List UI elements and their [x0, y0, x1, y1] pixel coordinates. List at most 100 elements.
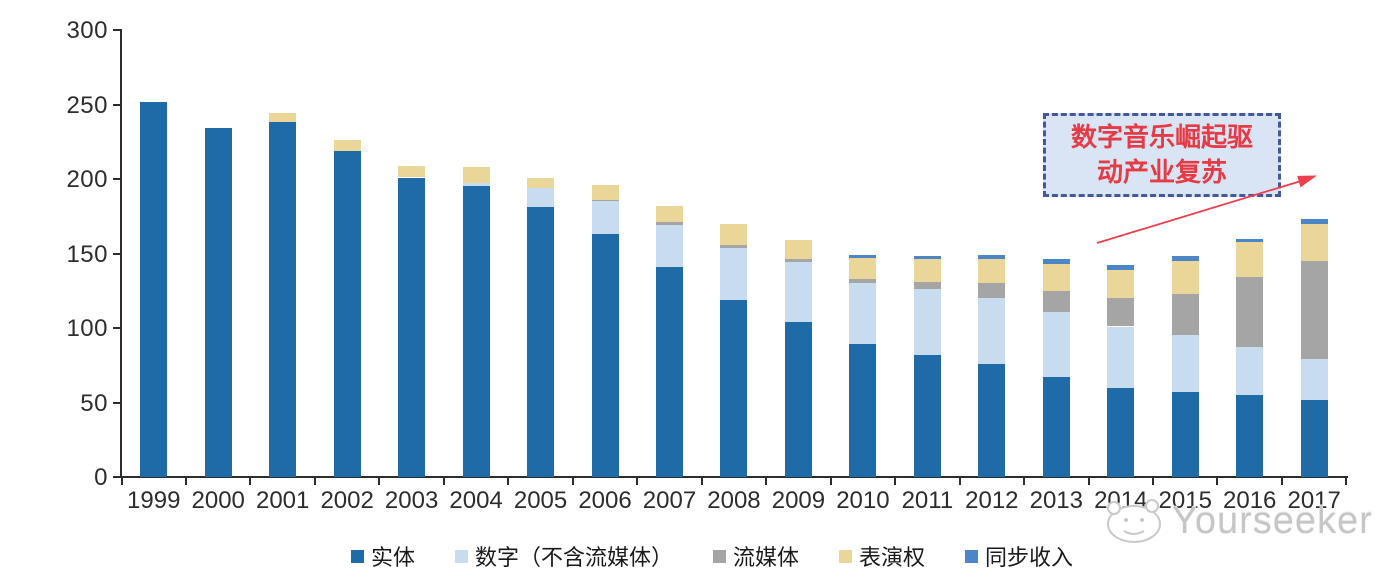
- y-tick-mark: [113, 178, 121, 180]
- bar-segment-实体-2015: [1171, 392, 1199, 477]
- bar-segment-流媒体-2007: [655, 222, 683, 226]
- x-tick-label-2002: 2002: [320, 487, 374, 514]
- legend-item-实体: 实体: [350, 540, 415, 572]
- legend-label: 表演权: [859, 545, 926, 570]
- bar-segment-数字（不含流媒体）-2008: [720, 247, 748, 300]
- bar-segment-同步收入-2012: [978, 254, 1006, 260]
- bar-segment-数字（不含流媒体）-2016: [1236, 347, 1264, 396]
- y-tick-label: 150: [66, 240, 108, 268]
- watermark: Yourseeker: [1098, 498, 1373, 544]
- bar-segment-同步收入-2013: [1042, 259, 1070, 264]
- bar-segment-表演权-2001: [269, 113, 297, 123]
- bar-segment-流媒体-2011: [913, 281, 941, 290]
- x-tick-mark: [507, 477, 510, 485]
- legend-label: 流媒体: [732, 545, 799, 570]
- bar-segment-表演权-2004: [462, 167, 490, 184]
- legend-item-流媒体: 流媒体: [712, 540, 799, 572]
- annotation-callout-box: 数字音乐崛起驱 动产业复苏: [1043, 113, 1281, 197]
- bar-segment-表演权-2005: [527, 177, 555, 188]
- x-tick-mark: [1345, 477, 1348, 485]
- x-axis-line: [120, 476, 1348, 478]
- x-tick-mark: [249, 477, 252, 485]
- bar-segment-流媒体-2008: [720, 244, 748, 248]
- y-tick-mark: [113, 476, 121, 478]
- x-tick-mark: [571, 477, 574, 485]
- x-tick-mark: [829, 477, 832, 485]
- x-tick-label-2015: 2015: [1158, 487, 1212, 514]
- y-tick-mark: [113, 327, 121, 329]
- y-tick-label: 0: [94, 464, 108, 491]
- x-tick-mark: [313, 477, 316, 485]
- x-tick-mark: [700, 477, 703, 485]
- bar-segment-实体-2008: [720, 299, 748, 477]
- x-tick-label-2013: 2013: [1029, 487, 1083, 514]
- bar-segment-表演权-2007: [655, 205, 683, 223]
- bar-segment-表演权-2012: [978, 259, 1006, 284]
- x-tick-mark: [120, 477, 123, 485]
- x-tick-label-2017: 2017: [1287, 487, 1341, 514]
- bar-segment-流媒体-2016: [1236, 277, 1264, 348]
- bar-segment-实体-2012: [978, 363, 1006, 477]
- x-tick-label-2003: 2003: [384, 487, 439, 514]
- y-tick-mark: [113, 401, 121, 404]
- y-tick-mark: [113, 29, 121, 31]
- y-tick-label: 200: [66, 166, 108, 193]
- bar-segment-实体-1999: [140, 101, 168, 477]
- bar-segment-实体-2017: [1300, 399, 1328, 477]
- bar-segment-流媒体-2006: [591, 199, 619, 202]
- x-tick-label-1999: 1999: [127, 487, 181, 514]
- bar-segment-流媒体-2015: [1171, 293, 1199, 336]
- watermark-text: Yourseeker: [1172, 499, 1373, 542]
- bar-segment-实体-2005: [527, 207, 555, 477]
- bar-segment-实体-2001: [269, 122, 297, 477]
- bar-segment-表演权-2002: [333, 140, 361, 151]
- bar-segment-数字（不含流媒体）-2005: [527, 187, 555, 208]
- x-tick-mark: [765, 477, 768, 485]
- bar-segment-实体-2016: [1236, 395, 1264, 477]
- bar-segment-同步收入-2015: [1171, 256, 1199, 261]
- bar-segment-实体-2000: [204, 128, 232, 477]
- y-tick-mark: [113, 103, 121, 106]
- bar-segment-数字（不含流媒体）-2011: [913, 289, 941, 355]
- legend-item-表演权: 表演权: [839, 540, 925, 572]
- bar-segment-同步收入-2016: [1236, 238, 1264, 242]
- bar-segment-实体-2007: [655, 266, 683, 477]
- bar-segment-表演权-2011: [913, 259, 941, 282]
- y-tick-label: 100: [66, 315, 108, 342]
- legend-label: 数字（不含流媒体）: [474, 545, 673, 570]
- bar-segment-表演权-2009: [784, 240, 812, 260]
- y-tick-mark: [113, 252, 121, 255]
- bar-segment-实体-2013: [1042, 377, 1070, 477]
- chart-legend: 实体 数字（不含流媒体） 流媒体 表演权 同步收入: [0, 540, 1398, 572]
- bar-segment-数字（不含流媒体）-2017: [1300, 359, 1328, 400]
- legend-swatch-icon: [350, 549, 364, 563]
- x-tick-mark: [1216, 477, 1219, 485]
- x-tick-label-2001: 2001: [255, 487, 310, 514]
- y-tick-label: 50: [80, 389, 108, 417]
- bar-segment-数字（不含流媒体）-2013: [1042, 311, 1070, 378]
- bar-segment-流媒体-2013: [1042, 290, 1070, 312]
- legend-label: 实体: [370, 545, 415, 570]
- legend-swatch-icon: [965, 549, 979, 563]
- bar-segment-表演权-2008: [720, 223, 748, 245]
- yourseeker-logo-icon: [1107, 499, 1161, 543]
- legend-item-同步收入: 同步收入: [965, 540, 1073, 572]
- bar-segment-表演权-2017: [1300, 223, 1328, 261]
- x-tick-label-2010: 2010: [836, 487, 890, 514]
- bar-segment-同步收入-2017: [1300, 219, 1328, 224]
- bar-segment-数字（不含流媒体）-2006: [591, 201, 619, 235]
- bar-segment-流媒体-2009: [784, 259, 812, 263]
- legend-item-数字（不含流媒体）: 数字（不含流媒体）: [454, 540, 673, 572]
- bar-segment-流媒体-2014: [1107, 298, 1135, 327]
- y-axis-line: [120, 29, 122, 478]
- bar-segment-表演权-2006: [591, 184, 619, 200]
- bar-segment-流媒体-2012: [978, 283, 1006, 299]
- bar-segment-数字（不含流媒体）-2009: [784, 262, 812, 323]
- y-tick-label: 250: [66, 91, 108, 119]
- x-tick-label-2012: 2012: [965, 487, 1019, 514]
- x-tick-mark: [958, 477, 961, 485]
- bar-segment-数字（不含流媒体）-2010: [849, 283, 877, 345]
- bar-segment-流媒体-2017: [1300, 260, 1328, 360]
- bar-segment-数字（不含流媒体）-2015: [1171, 335, 1199, 393]
- x-tick-mark: [1087, 477, 1090, 485]
